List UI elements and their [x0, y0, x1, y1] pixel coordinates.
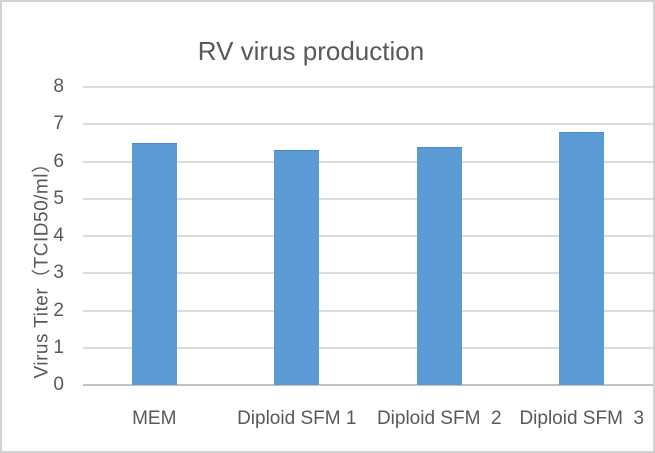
y-tick-label-6: 6	[53, 150, 64, 172]
x-tick-label-diploid-sfm-3: Diploid SFM 3	[519, 408, 645, 429]
x-axis-line	[83, 384, 653, 386]
y-tick-label-2: 2	[53, 299, 64, 321]
x-tick-label-diploid-sfm-2: Diploid SFM 2	[376, 408, 502, 429]
y-tick-label-0: 0	[53, 374, 64, 395]
gridline-y-8	[83, 86, 653, 88]
gridline-y-1	[83, 346, 653, 349]
bar-diploid-sfm-1	[274, 150, 320, 385]
x-tick-label-mem: MEM	[132, 408, 177, 429]
y-tick-label-1: 1	[53, 336, 64, 358]
gridline-y-2	[83, 309, 653, 312]
bar-diploid-sfm-3	[559, 131, 605, 385]
bar-mem	[131, 142, 177, 385]
y-tick-label-5: 5	[53, 187, 64, 209]
gridline-y-7	[83, 123, 653, 126]
x-tick-label-diploid-sfm-1: Diploid SFM 1	[237, 408, 357, 429]
gridline-y-5	[83, 197, 653, 200]
plot-area	[83, 86, 653, 386]
gridline-y-3	[83, 272, 653, 275]
y-tick-label-8: 8	[53, 76, 64, 97]
gridline-y-6	[83, 160, 653, 163]
y-tick-label-3: 3	[53, 262, 64, 284]
chart-title: RV virus production	[197, 36, 425, 66]
gridline-y-4	[83, 235, 653, 237]
bar-diploid-sfm-2	[416, 146, 462, 385]
y-tick-label-4: 4	[53, 225, 64, 246]
y-tick-label-7: 7	[53, 113, 64, 135]
